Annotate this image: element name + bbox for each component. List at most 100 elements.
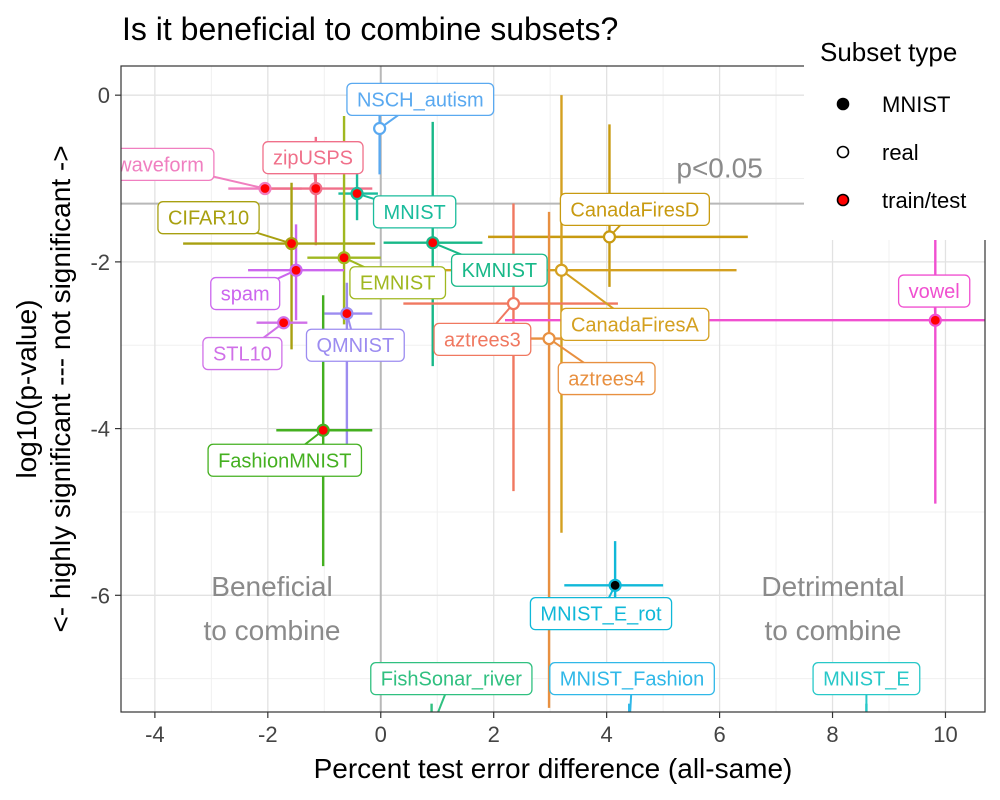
label-box [157,201,260,235]
point-CanadaFiresA [554,263,569,277]
legend-entry-train/test: train/test [836,188,966,213]
point-label-aztrees4: aztrees4 [548,337,656,396]
x-tick-label: 4 [601,722,613,747]
point-label-CanadaFiresD: CanadaFiresD [559,192,711,238]
x-tick-label: -4 [145,722,165,747]
point-label-FashionMNIST: FashionMNIST [207,429,363,477]
y-tick-label: 0 [98,83,110,108]
label-text: MNIST_E [823,669,910,691]
label-text: FashionMNIST [218,450,351,472]
label-box [210,276,281,311]
x-axis-label: Percent test error difference (all-same) [314,753,793,784]
label-box [349,266,447,300]
label-box [370,662,533,696]
point-waveform [258,181,272,196]
point-aztrees3 [506,296,521,311]
label-box [305,328,405,362]
point-MNIST_E [861,723,872,734]
point-FashionMNIST [316,423,330,437]
label-text: QMNIST [316,335,394,357]
point-aztrees4 [542,331,556,346]
x-tick-label: 0 [375,722,387,747]
threshold-label: p<0.05 [676,153,762,184]
label-text: MNIST_Fashion [560,669,705,691]
point-CanadaFiresD [602,230,617,244]
point-label-MNIST: MNIST [356,192,457,229]
plot-border [120,65,986,713]
point-label-zipUSPS: zipUSPS [262,141,364,189]
legend-key [836,193,850,207]
point-NSCH_autism [373,121,387,136]
point-label-EMNIST: EMNIST [343,256,447,300]
region-label-left-line1: Beneficial [211,571,332,602]
point-label-CanadaFiresA: CanadaFiresA [560,269,710,342]
point-zipUSPS [309,181,323,196]
point-label-STL10: STL10 [202,321,285,371]
label-text: vowel [909,281,960,303]
label-box [262,141,364,175]
region-label-right-line1: Detrimental [761,571,904,602]
label-box [450,253,548,287]
label-text: aztrees4 [568,369,645,391]
label-text: CanadaFiresA [571,314,700,336]
label-box [372,195,457,229]
label-box [121,147,215,182]
y-tick-label: -2 [90,250,110,275]
legend-label: train/test [882,188,966,213]
chart-title: Is it beneficial to combine subsets? [122,11,618,47]
y-axis-label-line2: <- highly significant --- not significan… [45,145,76,632]
label-text: CIFAR10 [168,208,249,230]
label-text: NSCH_autism [357,89,484,111]
region-labels: Beneficial to combine Detrimental to com… [204,571,905,646]
point-vowel [928,313,942,327]
label-box [812,662,921,696]
point-label-FishSonar_river: FishSonar_river [370,662,533,712]
point-label-MNIST_E_rot: MNIST_E_rot [529,584,673,631]
point-FishSonar_river [426,723,437,734]
label-box [559,192,711,227]
legend-entry-real: real [836,140,919,165]
point-QMNIST [340,306,354,321]
point-MNIST_E_rot [608,578,622,592]
point-label-QMNIST: QMNIST [305,313,405,362]
label-box [549,662,715,696]
legend-key [836,97,850,111]
label-text: FishSonar_river [381,669,523,691]
y-tick-label: -6 [90,583,110,608]
point-MNIST [350,186,364,201]
point-label-NSCH_autism: NSCH_autism [346,82,495,130]
label-box [529,596,673,631]
point-EMNIST [337,251,351,265]
point-label-spam: spam [210,269,297,311]
x-tick-label: 6 [713,722,725,747]
label-text: KMNIST [462,260,538,282]
label-box [560,307,710,342]
x-tick-label: 2 [488,722,500,747]
point-label-aztrees3: aztrees3 [433,302,532,357]
label-box [433,322,532,357]
x-tick-label: -2 [258,722,278,747]
y-tick-label: -4 [90,417,110,442]
label-box [207,443,363,477]
label-text: EMNIST [360,273,436,295]
region-label-right-line2: to combine [765,615,902,646]
region-label-left-line2: to combine [204,615,341,646]
legend-entry-MNIST: MNIST [836,92,950,117]
point-CIFAR10 [284,236,299,251]
legend-title: Subset type [820,37,957,67]
axes: -4 -2 0 2 4 6 8 10 0 -2 -4 -6 [90,83,957,747]
data-marks: NSCH_autism waveform zipUSPS MNIST CIFAR10 EM… [116,82,985,734]
label-box [346,82,495,116]
point-STL10 [277,316,291,330]
y-axis-label-line1: log10(p-value) [11,300,42,479]
legend: Subset type MNIST real train/test [804,28,1000,240]
point-spam [289,263,303,277]
point-label-waveform: waveform [116,147,266,190]
point-label-MNIST_Fashion: MNIST_Fashion [549,662,715,712]
point-label-vowel: vowel [897,274,971,321]
label-text: STL10 [213,344,272,366]
label-text: MNIST [384,202,446,224]
label-text: waveform [116,154,204,176]
point-label-CIFAR10: CIFAR10 [157,201,292,245]
